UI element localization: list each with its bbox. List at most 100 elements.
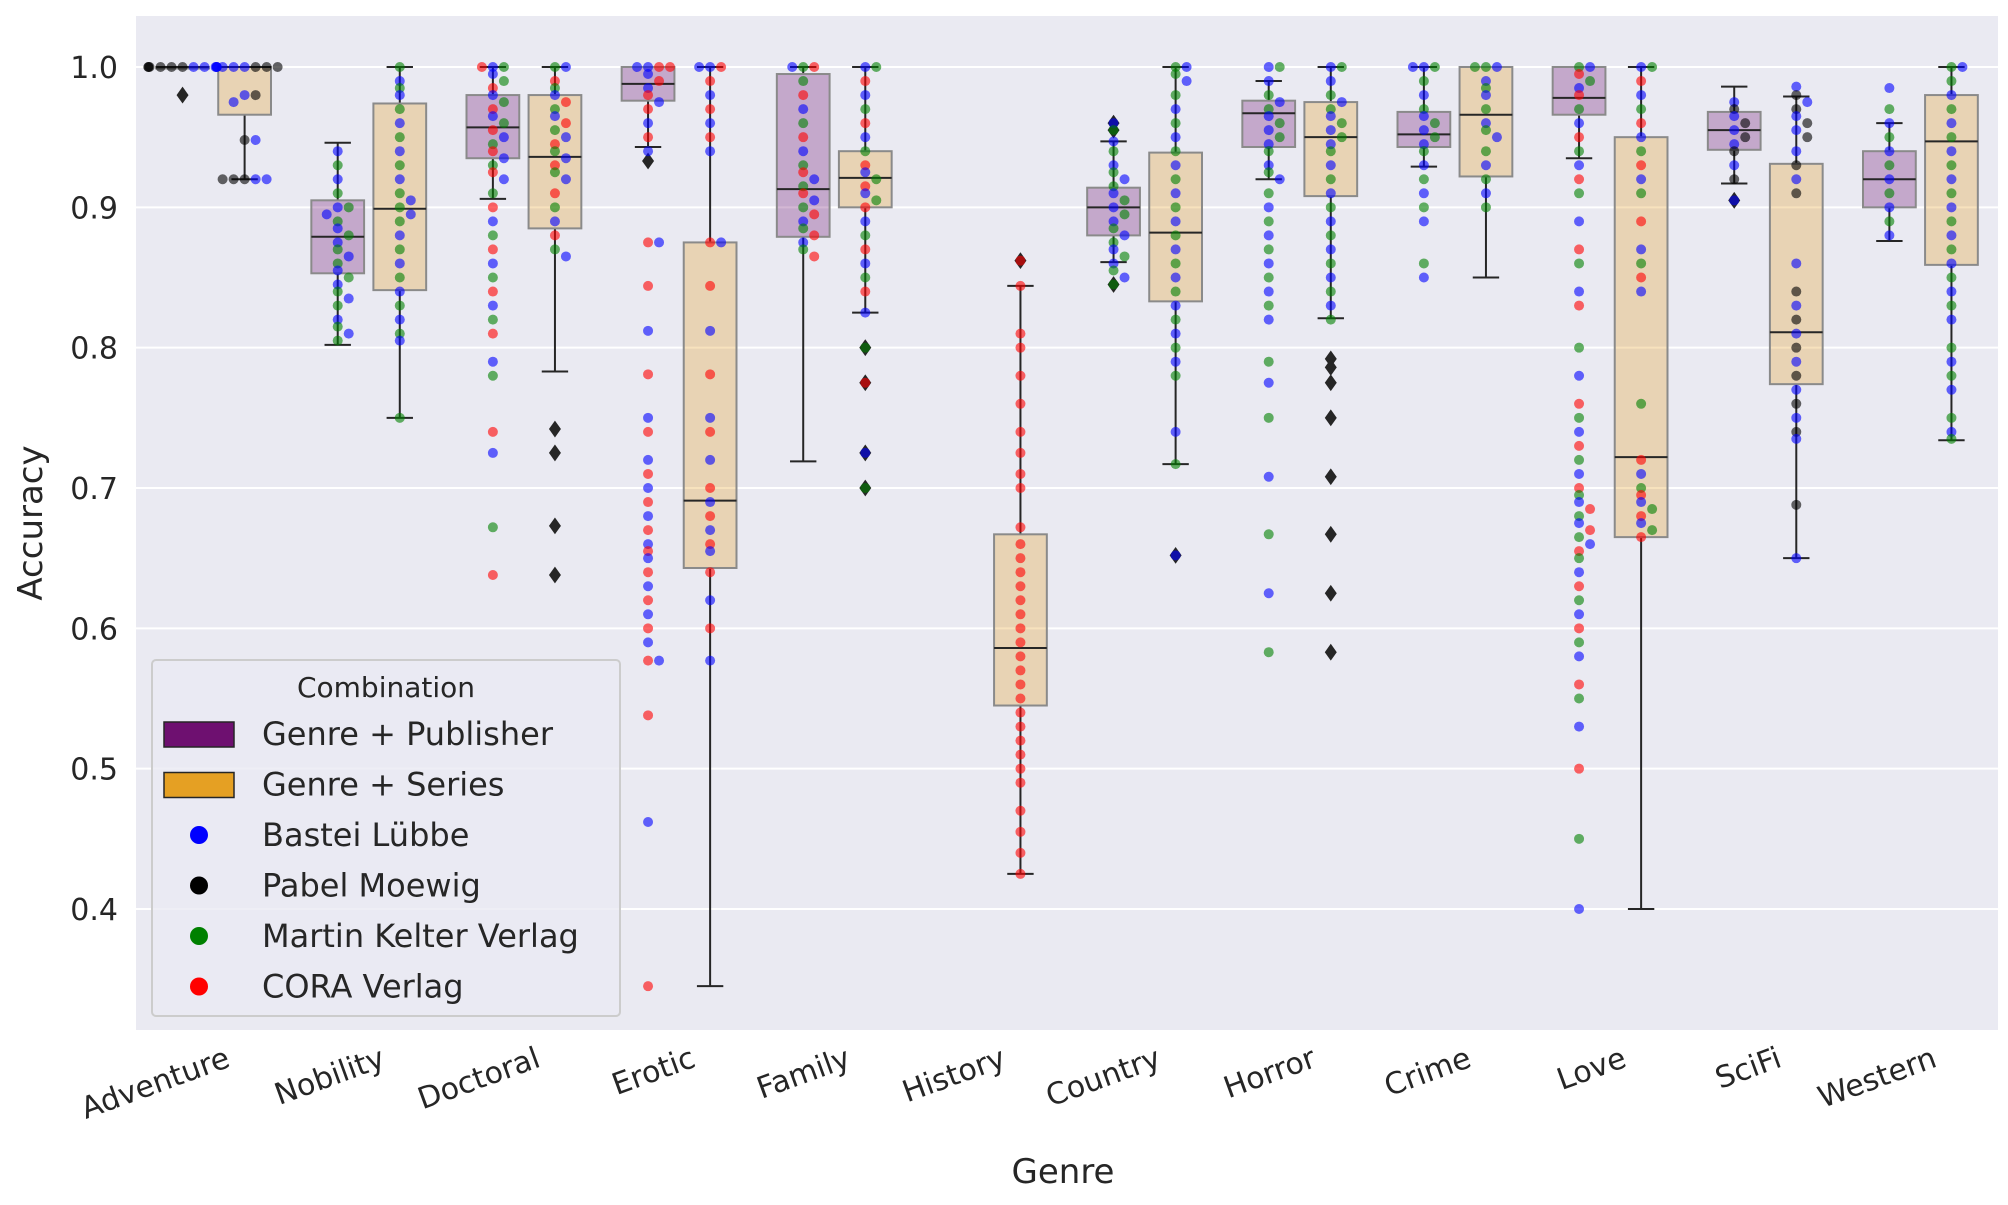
y-tick-label: 0.8 <box>70 332 118 367</box>
swarm-point <box>261 174 272 185</box>
swarm-point <box>860 188 871 199</box>
swarm-point <box>1263 216 1274 227</box>
swarm-point <box>1791 125 1802 136</box>
swarm-point <box>1574 90 1585 101</box>
swarm-point <box>860 447 871 458</box>
swarm-point <box>1108 160 1119 171</box>
swarm-point <box>705 454 716 465</box>
box-iqr <box>1613 136 1669 539</box>
swarm-point <box>860 104 871 115</box>
swarm-point <box>665 62 676 72</box>
swarm-point <box>860 483 871 493</box>
swarm-point <box>343 272 354 283</box>
swarm-point <box>654 655 665 666</box>
box-series <box>217 66 272 181</box>
swarm-point <box>1325 90 1336 101</box>
swarm-point <box>1946 433 1957 444</box>
outlier-marker <box>548 517 561 535</box>
x-tick-label: Love <box>1552 1041 1630 1098</box>
swarm-point <box>1170 314 1181 325</box>
swarm-point <box>487 188 498 199</box>
swarm-point <box>394 76 405 87</box>
swarm-point <box>705 483 716 493</box>
swarm-point <box>332 216 343 227</box>
swarm-point <box>394 202 405 213</box>
swarm-point <box>1015 693 1026 704</box>
swarm-point <box>1325 139 1336 150</box>
swarm-point <box>860 286 871 297</box>
swarm-point <box>1263 90 1274 101</box>
swarm-point <box>343 202 354 213</box>
swarm-point <box>1170 104 1181 115</box>
swarm-point <box>1636 62 1647 72</box>
swarm-point <box>1015 623 1026 634</box>
swarm-point <box>1325 76 1336 87</box>
swarm-point <box>1418 174 1429 185</box>
swarm-point <box>498 97 509 108</box>
swarm-point <box>705 595 716 606</box>
swarm-point <box>1418 111 1429 122</box>
swarm-point <box>1791 433 1802 444</box>
swarm-point <box>228 97 239 108</box>
swarm-point <box>1108 118 1119 129</box>
swarm-point <box>1574 679 1585 690</box>
swarm-point <box>1802 97 1813 108</box>
swarm-point <box>705 426 716 437</box>
swarm-point <box>1325 230 1336 241</box>
swarm-point <box>1574 118 1585 129</box>
swarm-point <box>1108 265 1119 276</box>
swarm-point <box>1791 160 1802 171</box>
swarm-point <box>549 244 560 255</box>
swarm-point <box>487 286 498 297</box>
swarm-point <box>1574 553 1585 564</box>
swarm-point <box>405 195 416 206</box>
swarm-point <box>166 62 177 72</box>
swarm-point <box>498 62 509 72</box>
swarm-point <box>1170 62 1181 72</box>
swarm-point <box>1636 497 1647 508</box>
swarm-point <box>1336 118 1347 129</box>
swarm-point <box>1884 216 1895 227</box>
swarm-point <box>1274 174 1285 185</box>
swarm-point <box>705 132 716 143</box>
swarm-point <box>1336 132 1347 143</box>
swarm-point <box>860 90 871 101</box>
swarm-point <box>1791 398 1802 409</box>
swarm-point <box>705 511 716 522</box>
swarm-point <box>549 167 560 178</box>
swarm-point <box>1791 384 1802 395</box>
swarm-point <box>860 167 871 178</box>
swarm-point <box>1636 518 1647 529</box>
swarm-point <box>1170 69 1181 80</box>
swarm-point <box>1015 749 1026 760</box>
swarm-point <box>1429 62 1440 72</box>
swarm-point <box>1574 244 1585 255</box>
swarm-point <box>716 237 727 248</box>
swarm-point <box>809 174 820 185</box>
swarm-point <box>798 160 809 171</box>
swarm-point <box>1574 174 1585 185</box>
swarm-point <box>1946 342 1957 353</box>
swarm-point <box>1015 468 1026 479</box>
swarm-point <box>343 230 354 241</box>
swarm-point <box>1574 833 1585 844</box>
swarm-point <box>1263 258 1274 269</box>
swarm-point <box>1170 90 1181 101</box>
swarm-point <box>643 83 654 94</box>
x-axis-title: Genre <box>1012 1152 1115 1192</box>
swarm-point <box>1015 398 1026 409</box>
swarm-point <box>1108 279 1119 290</box>
swarm-point <box>1574 258 1585 269</box>
swarm-point <box>1574 146 1585 157</box>
swarm-point <box>1636 146 1647 157</box>
swarm-point <box>1170 459 1181 470</box>
swarm-point <box>1015 826 1026 837</box>
swarm-point <box>188 62 199 72</box>
swarm-point <box>1740 132 1751 143</box>
swarm-point <box>643 454 654 465</box>
swarm-point <box>1791 258 1802 269</box>
swarm-point <box>1946 356 1957 367</box>
swarm-point <box>716 62 727 72</box>
swarm-point <box>1791 412 1802 423</box>
swarm-point <box>560 132 571 143</box>
